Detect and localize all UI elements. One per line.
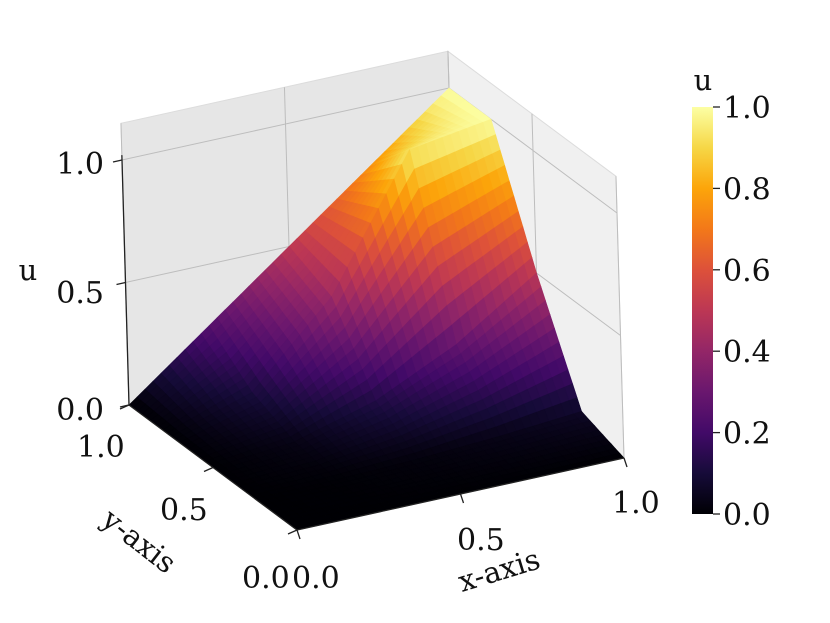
colorbar-tick-label: 0.4: [723, 335, 771, 370]
colorbar-tick-label: 0.0: [723, 498, 771, 533]
z-tick: [112, 159, 123, 163]
y-tick: [203, 466, 214, 473]
axis-lines: [112, 155, 628, 540]
z-axis-line: [121, 155, 130, 406]
z-tick-label: 0.0: [56, 393, 104, 428]
surface-plot: [128, 87, 625, 531]
x-tick: [459, 493, 465, 504]
y-tick-label: 0.5: [160, 493, 208, 528]
colorbar-tick-label: 0.2: [723, 417, 771, 452]
x-tick-label: 0.0: [292, 561, 340, 596]
colorbar-tick-label: 0.8: [723, 172, 771, 207]
grid-line: [615, 176, 625, 459]
x-tick: [296, 529, 301, 540]
x-tick: [623, 457, 628, 468]
colorbar-label: u: [694, 63, 713, 97]
z-axis-label: u: [19, 253, 38, 287]
x-tick-label: 0.5: [457, 523, 505, 558]
y-tick-label: 0.0: [242, 561, 290, 596]
x-tick-label: 1.0: [612, 486, 660, 521]
z-tick-label: 0.5: [56, 276, 104, 311]
z-tick: [116, 281, 126, 286]
colorbar-ticks: 0.0 0.2 0.4 0.6 0.8 1.0: [713, 91, 771, 533]
colorbar: [692, 107, 713, 514]
colorbar-tick-label: 1.0: [723, 91, 771, 126]
y-tick-label: 1.0: [77, 430, 125, 465]
y-tick: [287, 529, 298, 535]
colorbar-tick-label: 0.6: [723, 254, 771, 289]
y-tick: [119, 404, 130, 410]
z-tick-label: 1.0: [56, 147, 104, 182]
